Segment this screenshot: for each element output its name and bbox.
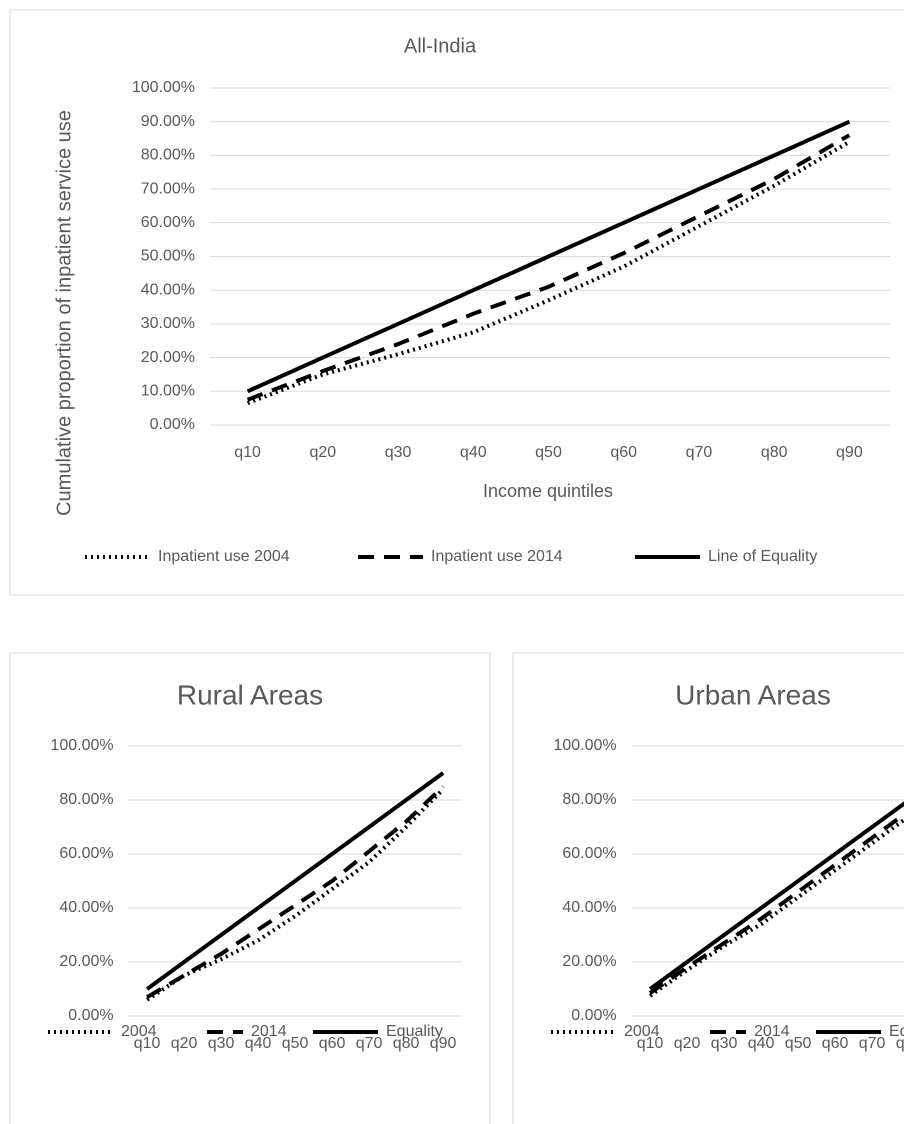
series-line — [246, 133, 851, 402]
chart-title: Rural Areas — [177, 679, 323, 710]
legend-label: Inpatient use 2004 — [158, 548, 290, 565]
x-tick-label: q30 — [385, 444, 412, 461]
legend-label: Equality — [889, 1023, 904, 1040]
y-tick-label: 40.00% — [562, 899, 616, 916]
x-tick-label: q60 — [319, 1035, 346, 1052]
series-line — [246, 119, 851, 394]
x-tick-label: q70 — [859, 1035, 886, 1052]
x-tick-label: q60 — [822, 1035, 849, 1052]
x-tick-label: q10 — [637, 1035, 664, 1052]
y-tick-label: 30.00% — [141, 315, 195, 332]
series-line — [648, 812, 904, 995]
x-tick-label: q40 — [460, 444, 487, 461]
chart: Urban Areas 0.00% 20.00% 40.00% 60.00% 80.00%… — [512, 652, 904, 1124]
x-tick-label: q20 — [171, 1035, 198, 1052]
chart-frame — [512, 652, 904, 1124]
x-tick-label: q70 — [356, 1035, 383, 1052]
series-line — [145, 771, 445, 991]
y-tick-label: 100.00% — [553, 737, 616, 754]
y-tick-label: 0.00% — [571, 1007, 616, 1024]
y-tick-label: 20.00% — [562, 953, 616, 970]
y-tick-label: 90.00% — [141, 113, 195, 130]
x-tick-label: q40 — [748, 1035, 775, 1052]
x-tick-label: q60 — [610, 444, 637, 461]
y-tick-label: 50.00% — [141, 248, 195, 265]
x-tick-label: q70 — [686, 444, 713, 461]
series-line — [246, 140, 851, 405]
y-tick-label: 60.00% — [141, 214, 195, 231]
chart: All-India Cumulative proportion of inpati… — [9, 9, 904, 596]
y-tick-label: 0.00% — [150, 416, 195, 433]
y-tick-label: 20.00% — [59, 953, 113, 970]
legend-label: Inpatient use 2014 — [431, 548, 563, 565]
chart: Rural Areas 0.00% 20.00% 40.00% 60.00% 80.00%… — [9, 652, 491, 1124]
y-tick-label: 60.00% — [562, 845, 616, 862]
y-tick-label: 100.00% — [50, 737, 113, 754]
legend-label: 2014 — [754, 1023, 790, 1040]
series-line — [648, 801, 904, 991]
chart-title: All-India — [404, 35, 477, 57]
legend-label: 2004 — [121, 1023, 157, 1040]
chart-frame — [9, 652, 491, 1124]
x-tick-label: q90 — [836, 444, 863, 461]
y-tick-label: 40.00% — [59, 899, 113, 916]
y-tick-label: 80.00% — [141, 147, 195, 164]
y-tick-label: 80.00% — [562, 791, 616, 808]
x-tick-label: q30 — [711, 1035, 738, 1052]
x-tick-label: q50 — [282, 1035, 309, 1052]
legend-label: Line of Equality — [708, 548, 817, 565]
y-axis-title: Cumulative proportion of inpatient servi… — [53, 110, 75, 516]
x-tick-label: q40 — [245, 1035, 272, 1052]
x-tick-label: q10 — [134, 1035, 161, 1052]
y-tick-label: 10.00% — [141, 383, 195, 400]
x-tick-label: q30 — [208, 1035, 235, 1052]
x-tick-label: q50 — [785, 1035, 812, 1052]
y-tick-label: 40.00% — [141, 281, 195, 298]
x-tick-label: q20 — [674, 1035, 701, 1052]
legend-label: Equality — [386, 1023, 443, 1040]
x-tick-label: q90 — [430, 1035, 457, 1052]
legend-label: 2004 — [624, 1023, 660, 1040]
x-axis-title: Income quintiles — [483, 481, 613, 501]
x-tick-label: q80 — [393, 1035, 420, 1052]
y-tick-label: 80.00% — [59, 791, 113, 808]
x-tick-label: q50 — [535, 444, 562, 461]
x-tick-label: q80 — [896, 1035, 904, 1052]
x-tick-label: q80 — [761, 444, 788, 461]
x-tick-label: q10 — [234, 444, 261, 461]
chart-frame — [9, 9, 904, 596]
series-line — [146, 785, 445, 999]
legend-label: 2014 — [251, 1023, 287, 1040]
y-tick-label: 20.00% — [141, 349, 195, 366]
y-tick-label: 70.00% — [141, 180, 195, 197]
x-tick-label: q20 — [309, 444, 336, 461]
y-tick-label: 0.00% — [68, 1007, 113, 1024]
y-tick-label: 100.00% — [132, 79, 195, 96]
y-tick-label: 60.00% — [59, 845, 113, 862]
chart-title: Urban Areas — [675, 679, 831, 710]
series-line — [648, 817, 904, 998]
